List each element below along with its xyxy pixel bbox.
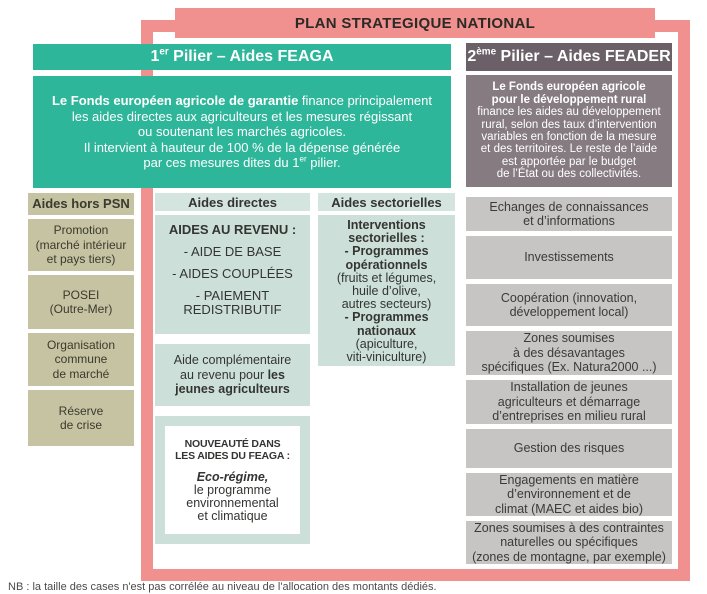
pillar1-header-label: 1er Pilier – Aides FEAGA — [150, 46, 334, 66]
revenu-heading: AIDES AU REVENU : — [168, 222, 297, 237]
pillar2-item-cooperation: Coopération (innovation, développement l… — [466, 284, 672, 326]
pillar2-item-investissements: Investissements — [466, 236, 672, 279]
aides-hors-psn-item-promotion: Promotion (marché intérieur et pays tier… — [28, 219, 134, 271]
title-banner: PLAN STRATEGIQUE NATIONAL — [175, 8, 655, 38]
aides-directes-header: Aides directes — [155, 193, 310, 211]
pillar1-description-sup: er — [299, 154, 307, 164]
pillar1-description-rest1: finance principalement les aides directe… — [71, 93, 433, 171]
aide-complementaire-normal: Aide complémentaire au revenu pour — [173, 353, 292, 382]
pillar2-item-engagements-environnement: Engagements en matière d’environnement e… — [466, 473, 672, 516]
nouveaute-heading: NOUVEAUTÉ DANS LES AIDES DU FEAGA : — [175, 437, 290, 462]
aides-au-revenu-box: AIDES AU REVENU : - AIDE DE BASE - AIDES… — [155, 215, 310, 334]
aides-hors-psn-header: Aides hors PSN — [28, 193, 134, 215]
revenu-item-couplees: - AIDES COUPLÉES — [172, 266, 293, 281]
aide-complementaire-bold: les jeunes agriculteurs — [175, 367, 290, 397]
nouveaute-feaga-box: NOUVEAUTÉ DANS LES AIDES DU FEAGA : Eco-… — [155, 416, 310, 544]
aides-hors-psn-item-posei: POSEI (Outre-Mer) — [28, 275, 134, 329]
pillar2-item-zones-contraintes: Zones soumises à des contraintes naturel… — [466, 521, 672, 564]
pillar2-header: 2ème Pilier – Aides FEADER — [466, 43, 672, 71]
pillar2-description: Le Fonds européen agricole pour le dével… — [466, 75, 672, 187]
programmes-operationnels-detail: (fruits et légumes, huile d’olive, autre… — [336, 270, 437, 312]
pillar2-header-label: 2ème Pilier – Aides FEADER — [467, 46, 671, 66]
aides-hors-psn-column: Aides hors PSN Promotion (marché intérie… — [28, 193, 134, 446]
aides-hors-psn-item-ocm: Organisation commune de marché — [28, 333, 134, 386]
pillar2-description-bold: Le Fonds européen agricole pour le dével… — [491, 81, 647, 106]
pillar2-item-echanges: Echanges de connaissances et d’informati… — [466, 197, 672, 231]
pillar2-header-sup: ème — [476, 46, 497, 58]
pillar2-header-rest: Pilier – Aides FEADER — [496, 48, 671, 65]
pillar2-item-zones-desavantages: Zones soumises à des désavantages spécif… — [466, 331, 672, 375]
interventions-sectorielles-box: Interventions sectorielles : - Programme… — [318, 215, 455, 366]
pillar1-header-rest: Pilier – Aides FEAGA — [168, 48, 334, 65]
aides-directes-column: Aides directes AIDES AU REVENU : - AIDE … — [155, 193, 310, 544]
pillar2-header-num: 2 — [467, 48, 477, 65]
aide-complementaire-text: Aide complémentaire au revenu pour les j… — [174, 353, 291, 397]
aides-hors-psn-item-reserve: Réserve de crise — [28, 390, 134, 446]
interventions-heading: Interventions sectorielles : — [347, 218, 426, 246]
eco-regime-emphasis: Eco-régime, — [196, 469, 269, 484]
pillar1-description-rest2: pilier. — [306, 155, 341, 171]
footnote: NB : la taille des cases n'est pas corré… — [8, 581, 437, 593]
pillar1-header: 1er Pilier – Aides FEAGA — [33, 44, 451, 70]
pillar2-item-gestion-risques: Gestion des risques — [466, 429, 672, 468]
pillar2-column: Echanges de connaissances et d’informati… — [466, 197, 672, 564]
aide-complementaire-box: Aide complémentaire au revenu pour les j… — [155, 344, 310, 406]
programmes-nationaux: - Programmes nationaux — [344, 310, 429, 338]
pillar1-header-num: 1 — [150, 48, 160, 65]
pillar2-item-installation-jeunes: Installation de jeunes agriculteurs et d… — [466, 380, 672, 424]
pillar1-description-text: Le Fonds européen agricole de garantie f… — [52, 93, 432, 171]
page-title: PLAN STRATEGIQUE NATIONAL — [294, 14, 536, 32]
aides-sectorielles-column: Aides sectorielles Interventions sectori… — [318, 193, 455, 366]
pillar1-header-sup: er — [159, 46, 169, 58]
programmes-operationnels: - Programmes opérationnels — [344, 244, 429, 272]
pillar1-description: Le Fonds européen agricole de garantie f… — [33, 76, 451, 188]
revenu-item-base: - AIDE DE BASE — [183, 244, 282, 259]
pillar2-description-text: Le Fonds européen agricole pour le dével… — [477, 81, 661, 180]
pillar2-description-rest: finance les aides au développement rural… — [477, 106, 661, 181]
programmes-nationaux-detail: (apiculture, viti-viniculture) — [346, 336, 427, 365]
nouveaute-text: le programme environnemental et climatiq… — [186, 482, 279, 523]
pillar1-description-bold: Le Fonds européen agricole de garantie — [51, 93, 299, 109]
aides-sectorielles-header: Aides sectorielles — [318, 193, 455, 211]
revenu-item-redistributif: - PAIEMENT REDISTRIBUTIF — [183, 288, 282, 317]
